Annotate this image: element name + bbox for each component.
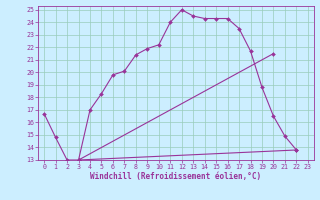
- X-axis label: Windchill (Refroidissement éolien,°C): Windchill (Refroidissement éolien,°C): [91, 172, 261, 181]
